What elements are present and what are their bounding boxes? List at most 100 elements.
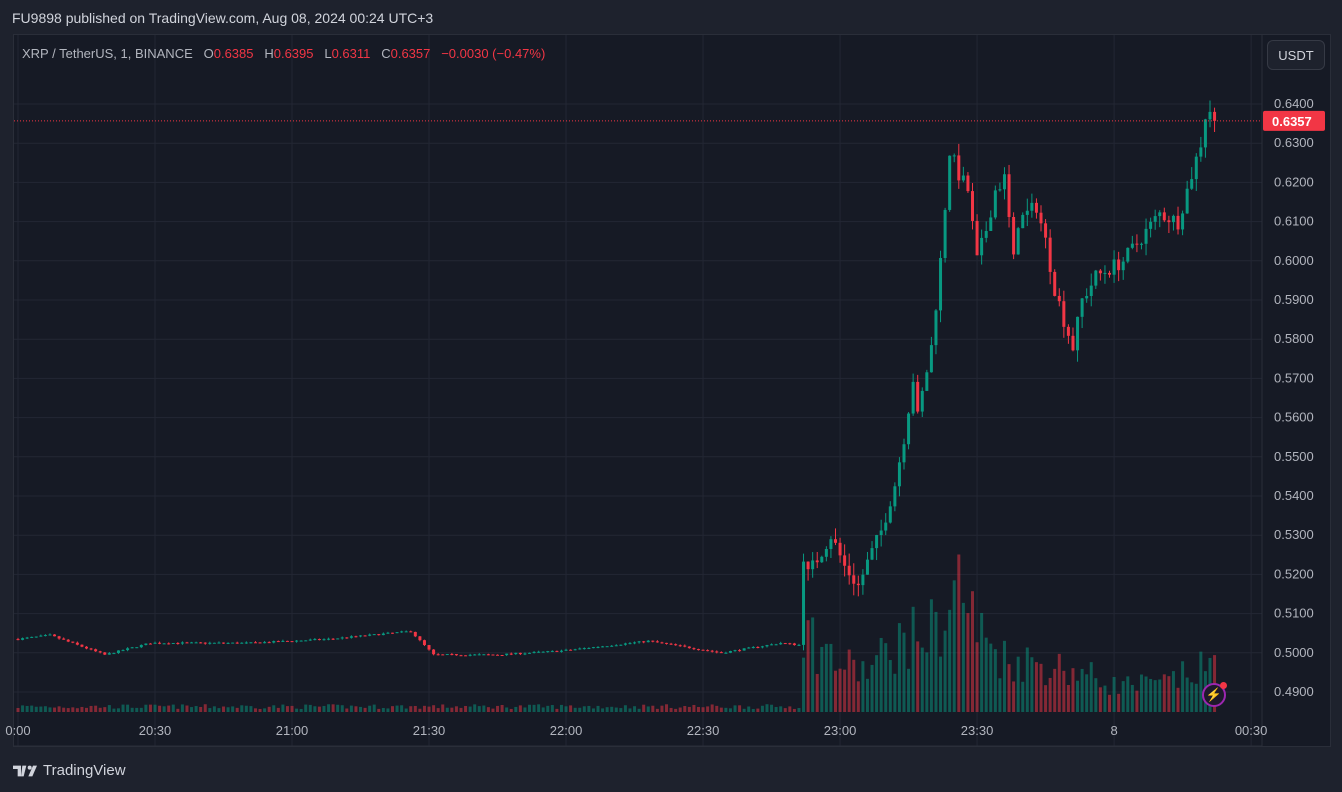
- low-label: L: [324, 46, 332, 61]
- candle-body: [222, 642, 226, 644]
- candle-body: [966, 175, 970, 192]
- volume-bar: [984, 637, 988, 712]
- candle-body: [400, 631, 404, 633]
- tradingview-logo[interactable]: TradingView: [13, 762, 126, 779]
- candle-body: [80, 644, 84, 647]
- volume-bar: [665, 704, 669, 712]
- candle-body: [1080, 298, 1084, 317]
- candle-body: [116, 650, 120, 654]
- volume-bar: [770, 704, 774, 712]
- candle-body: [1071, 335, 1075, 351]
- volume-bar: [952, 580, 956, 712]
- candle-body: [477, 654, 481, 656]
- volume-bar: [605, 707, 609, 712]
- candle-body: [267, 642, 271, 644]
- volume-bar: [130, 707, 134, 712]
- candle-body: [1016, 228, 1020, 255]
- price-tick-label: 0.5000: [1274, 645, 1314, 660]
- candle-body: [317, 639, 321, 641]
- candle-body: [135, 647, 139, 649]
- volume-bar: [975, 642, 979, 712]
- candle-body: [167, 643, 171, 645]
- volume-bar: [1149, 678, 1153, 712]
- volume-bar: [395, 705, 399, 712]
- volume-bars: [16, 554, 1217, 712]
- candle-body: [642, 641, 646, 643]
- volume-bar: [71, 707, 75, 712]
- candle-body: [103, 652, 107, 655]
- volume-bar: [646, 706, 650, 712]
- volume-bar: [564, 706, 568, 712]
- candle-body: [322, 639, 326, 641]
- candle-body: [372, 634, 376, 636]
- candle-body: [610, 645, 614, 647]
- volume-bar: [363, 707, 367, 712]
- candle-body: [1103, 272, 1107, 274]
- candle-body: [263, 642, 267, 644]
- volume-bar: [436, 708, 440, 712]
- volume-bar: [404, 708, 408, 712]
- volume-bar: [1176, 687, 1180, 712]
- candle-body: [993, 190, 997, 218]
- volume-bar: [1016, 656, 1020, 712]
- candle-body: [409, 631, 413, 633]
- candle-body: [1012, 216, 1016, 255]
- volume-bar: [167, 705, 171, 712]
- candle-body: [820, 556, 824, 563]
- price-tick-label: 0.6000: [1274, 253, 1314, 268]
- candle-body: [253, 642, 257, 644]
- symbol-label[interactable]: XRP / TetherUS, 1, BINANCE: [22, 46, 193, 61]
- currency-button[interactable]: USDT: [1267, 40, 1325, 70]
- chart-pane[interactable]: [13, 34, 1331, 747]
- candle-body: [674, 644, 678, 646]
- volume-bar: [733, 705, 737, 712]
- volume-bar: [537, 704, 541, 712]
- volume-bar: [820, 646, 824, 712]
- volume-bar: [637, 708, 641, 712]
- volume-bar: [1153, 680, 1157, 712]
- volume-bar: [582, 706, 586, 712]
- candle-body: [897, 462, 901, 487]
- candle-body: [112, 653, 116, 655]
- candle-body: [925, 372, 929, 391]
- candle-body: [760, 646, 764, 648]
- candle-body: [272, 641, 276, 643]
- candle-body: [377, 634, 381, 636]
- candle-body: [304, 640, 308, 642]
- alert-button[interactable]: ⚡: [1202, 682, 1227, 707]
- time-tick-label: 8: [1110, 723, 1117, 738]
- candle-body: [852, 575, 856, 584]
- candle-body: [1044, 223, 1048, 238]
- volume-bar: [107, 705, 111, 712]
- volume-bar: [322, 705, 326, 712]
- volume-bar: [683, 706, 687, 712]
- candle-body: [48, 634, 52, 636]
- candle-body: [1121, 261, 1125, 271]
- volume-bar: [980, 612, 984, 712]
- candle-body: [582, 648, 586, 650]
- volume-bar: [390, 706, 394, 712]
- time-tick-label: 00:30: [1235, 723, 1268, 738]
- candle-body: [340, 637, 344, 639]
- candle-body: [404, 631, 408, 633]
- candle-body: [482, 654, 486, 656]
- candle-body: [1149, 221, 1153, 229]
- volume-bar: [459, 707, 463, 712]
- volume-bar: [601, 708, 605, 712]
- volume-bar: [345, 708, 349, 712]
- price-tick-label: 0.6400: [1274, 96, 1314, 111]
- candle-body: [907, 413, 911, 445]
- candle-body: [473, 654, 477, 656]
- volume-bar: [687, 706, 691, 712]
- candle-body: [30, 636, 34, 638]
- candle-body: [655, 641, 659, 643]
- volume-bar: [464, 705, 468, 712]
- volume-bar: [327, 704, 331, 712]
- volume-bar: [281, 704, 285, 712]
- candle-body: [43, 635, 47, 637]
- volume-bar: [1062, 670, 1066, 712]
- candle-body: [824, 549, 828, 557]
- volume-bar: [642, 704, 646, 712]
- candle-body: [368, 634, 372, 636]
